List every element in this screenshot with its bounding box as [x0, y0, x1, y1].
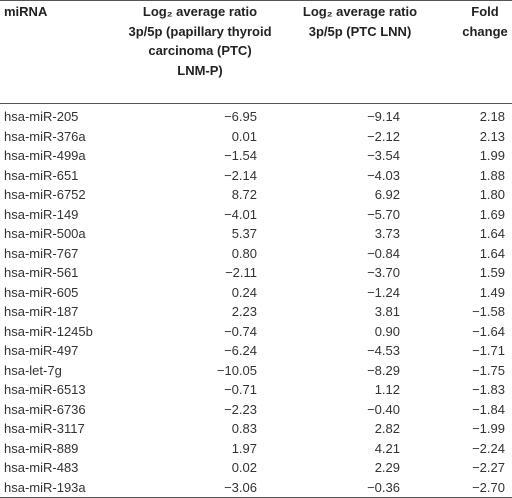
cell-value: 1.64: [479, 226, 505, 241]
mirna-name: hsa-miR-3117: [4, 421, 85, 436]
cell-value: 1.49: [479, 284, 505, 300]
cell-value: 1.64: [479, 245, 505, 261]
cell-value: −1.54: [224, 148, 257, 163]
cell-value: 2.82: [374, 421, 400, 436]
cell-value: 0.01: [231, 128, 257, 144]
mirna-name: hsa-miR-767: [4, 245, 79, 261]
cell-value: −1.24: [367, 284, 400, 300]
mirna-name: hsa-miR-561: [4, 265, 79, 280]
cell-value: 3.81: [374, 304, 400, 319]
cell-value: −2.70: [472, 479, 505, 495]
cell-value: −0.71: [224, 382, 257, 397]
header-cell: Log₂ average ratio: [302, 4, 418, 19]
mirna-name: hsa-miR-149: [4, 206, 79, 222]
header-cell: 3p/5p (PTC LNN): [308, 23, 412, 39]
header-cell: Log₂ average ratio: [142, 4, 258, 19]
cell-value: −2.23: [224, 401, 257, 417]
cell-value: −1.58: [472, 304, 505, 319]
cell-value: −10.05: [216, 362, 257, 378]
cell-value: 1.80: [479, 187, 505, 202]
cell-value: 0.90: [374, 323, 400, 339]
mirna-name: hsa-miR-605: [4, 284, 79, 300]
cell-value: −3.54: [367, 148, 400, 163]
header-cell: change: [462, 23, 508, 39]
cell-value: 2.23: [231, 304, 257, 319]
cell-value: −3.06: [224, 479, 257, 495]
cell-value: 0.83: [231, 421, 257, 436]
cell-value: 1.69: [479, 206, 505, 222]
cell-value: −1.64: [472, 323, 505, 339]
header-cell: carcinoma (PTC): [148, 43, 252, 58]
mirna-name: hsa-miR-6752: [4, 187, 86, 202]
cell-value: −1.83: [472, 382, 505, 397]
cell-value: −4.53: [367, 343, 400, 358]
cell-value: −4.01: [224, 206, 257, 222]
mirna-name: hsa-let-7g: [4, 362, 62, 378]
cell-value: 0.24: [231, 284, 257, 300]
mirna-name: hsa-miR-483: [4, 460, 79, 475]
header-cell: Fold: [471, 4, 499, 19]
cell-value: −0.36: [367, 479, 400, 495]
mirna-name: hsa-miR-500a: [4, 226, 86, 241]
mirna-name: hsa-miR-6513: [4, 382, 86, 397]
cell-value: 4.21: [374, 440, 400, 456]
cell-value: −6.24: [224, 343, 257, 358]
cell-value: −2.14: [224, 167, 257, 183]
header-cell: miRNA: [4, 4, 48, 19]
cell-value: −2.24: [472, 440, 505, 456]
cell-value: −1.99: [472, 421, 505, 436]
cell-value: −1.84: [472, 401, 505, 417]
mirna-name: hsa-miR-1245b: [4, 323, 93, 339]
mirna-name: hsa-miR-187: [4, 304, 79, 319]
cell-value: −6.95: [224, 109, 257, 124]
cell-value: 2.13: [479, 128, 505, 144]
cell-value: 5.37: [231, 226, 257, 241]
cell-value: 3.73: [374, 226, 400, 241]
mirna-name: hsa-miR-376a: [4, 128, 86, 144]
cell-value: −5.70: [367, 206, 400, 222]
header-rule: [0, 103, 512, 104]
mirna-name: hsa-miR-497: [4, 343, 79, 358]
header-cell: 3p/5p (papillary thyroid: [128, 23, 272, 39]
cell-value: −3.70: [367, 265, 400, 280]
top-rule: [0, 0, 512, 1]
cell-value: −0.74: [224, 323, 257, 339]
cell-value: −0.84: [367, 245, 400, 261]
cell-value: 1.88: [479, 167, 505, 183]
cell-value: −2.27: [472, 460, 505, 475]
mirna-name: hsa-miR-889: [4, 440, 79, 456]
cell-value: −4.03: [367, 167, 400, 183]
mirna-name: hsa-miR-193a: [4, 479, 86, 495]
mirna-name: hsa-miR-651: [4, 167, 79, 183]
cell-value: 2.18: [479, 109, 505, 124]
cell-value: 0.80: [231, 245, 257, 261]
cell-value: −9.14: [367, 109, 400, 124]
cell-value: 0.02: [231, 460, 257, 475]
cell-value: 6.92: [374, 187, 400, 202]
cell-value: 1.59: [479, 265, 505, 280]
header-cell: LNM-P): [177, 62, 223, 78]
cell-value: 2.29: [374, 460, 400, 475]
cell-value: −2.11: [225, 265, 257, 280]
cell-value: −1.75: [472, 362, 505, 378]
cell-value: −2.12: [367, 128, 400, 144]
cell-value: −8.29: [367, 362, 400, 378]
cell-value: 8.72: [231, 187, 257, 202]
cell-value: −1.71: [472, 343, 505, 358]
cell-value: −0.40: [367, 401, 400, 417]
cell-value: 1.12: [374, 382, 400, 397]
mirna-name: hsa-miR-205: [4, 109, 79, 124]
mirna-name: hsa-miR-6736: [4, 401, 86, 417]
mirna-name: hsa-miR-499a: [4, 148, 86, 163]
cell-value: 1.99: [479, 148, 505, 163]
cell-value: 1.97: [231, 440, 257, 456]
